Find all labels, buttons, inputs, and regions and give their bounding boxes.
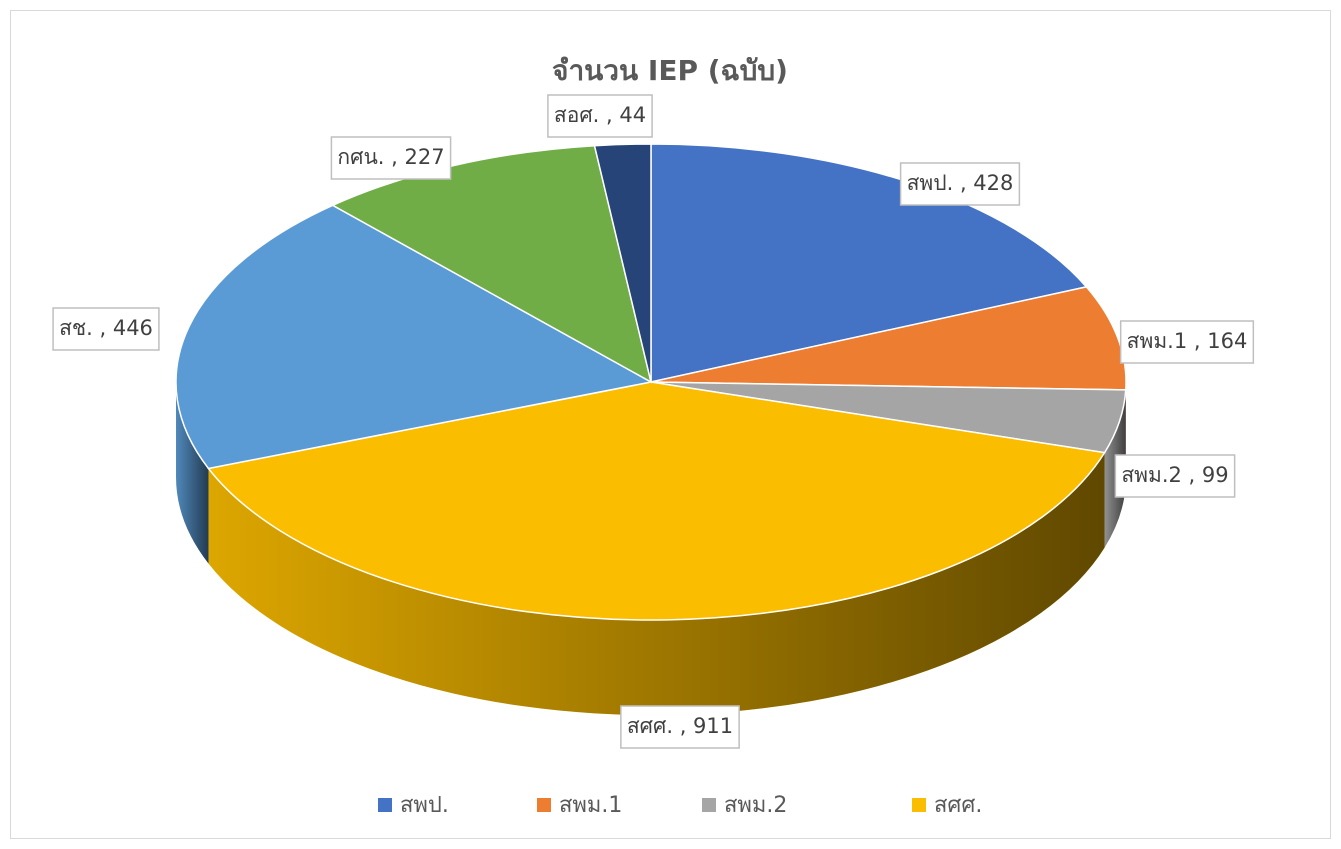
data-label-box xyxy=(1114,454,1236,498)
data-label: สศศ. , 911 xyxy=(627,714,733,738)
data-label-box xyxy=(52,307,160,351)
data-label: สพม.1 , 164 xyxy=(1127,329,1248,353)
slice xyxy=(207,381,1106,621)
slice xyxy=(331,144,653,384)
data-label: กศน. , 227 xyxy=(337,145,444,169)
slice-side-shade xyxy=(208,452,1105,716)
slice xyxy=(650,286,1127,391)
legend-swatch xyxy=(702,798,716,812)
legend-swatch xyxy=(537,798,551,812)
slice xyxy=(593,143,652,383)
data-label-box xyxy=(330,136,452,180)
data-label-box xyxy=(620,705,740,749)
data-label-box xyxy=(1119,320,1255,364)
data-label-box xyxy=(547,94,653,138)
legend-swatch xyxy=(912,798,926,812)
legend-label: สพป. xyxy=(400,793,449,818)
legend-label: สพม.1 xyxy=(559,793,622,818)
data-label: สอศ. , 44 xyxy=(554,103,646,127)
legend-swatch xyxy=(378,798,392,812)
data-label: สพป. , 428 xyxy=(907,171,1014,195)
data-label-box xyxy=(899,162,1021,206)
slice xyxy=(175,204,654,470)
legend-label: สศศ. xyxy=(934,793,982,818)
chart-title: จำนวน IEP (ฉบับ) xyxy=(552,54,788,87)
data-label: สช. , 446 xyxy=(59,316,153,340)
legend-label: สพม.2 xyxy=(724,793,787,818)
data-label: สพม.2 , 99 xyxy=(1121,463,1228,487)
